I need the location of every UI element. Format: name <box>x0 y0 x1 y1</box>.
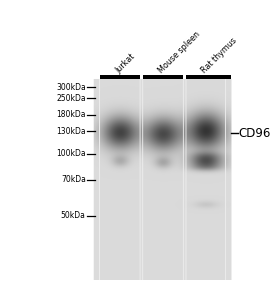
Text: Rat thymus: Rat thymus <box>199 36 238 75</box>
Text: 300kDa: 300kDa <box>56 82 86 91</box>
Bar <box>100 75 140 79</box>
Bar <box>186 75 231 79</box>
Text: 50kDa: 50kDa <box>61 212 86 220</box>
Text: 100kDa: 100kDa <box>56 149 86 158</box>
Text: 180kDa: 180kDa <box>56 110 86 119</box>
Text: CD96: CD96 <box>239 127 271 140</box>
Text: 130kDa: 130kDa <box>56 127 86 136</box>
Text: 70kDa: 70kDa <box>61 176 86 184</box>
Text: Jurkat: Jurkat <box>114 52 137 75</box>
Text: 250kDa: 250kDa <box>56 94 86 103</box>
Text: Mouse spleen: Mouse spleen <box>156 30 202 75</box>
Bar <box>143 75 183 79</box>
